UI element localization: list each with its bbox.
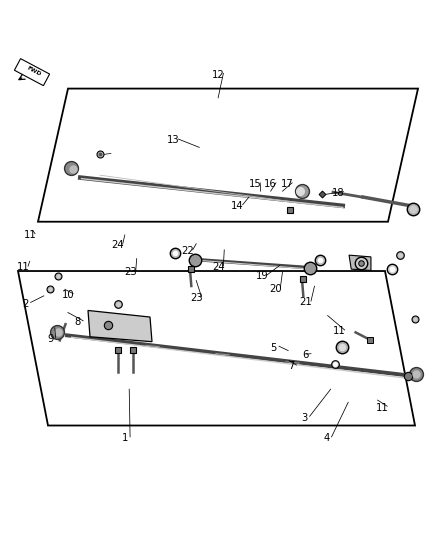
Text: 19: 19: [255, 271, 268, 281]
Text: 20: 20: [269, 284, 281, 294]
Text: 24: 24: [111, 240, 124, 251]
Text: 8: 8: [75, 317, 81, 327]
Text: 9: 9: [47, 334, 53, 344]
Text: 23: 23: [124, 266, 137, 277]
Text: 11: 11: [23, 230, 36, 240]
Text: 3: 3: [301, 413, 307, 423]
Text: 21: 21: [299, 297, 312, 308]
Text: 13: 13: [167, 135, 179, 146]
Text: 11: 11: [333, 326, 346, 336]
Text: 1: 1: [122, 433, 128, 443]
Polygon shape: [349, 255, 371, 270]
Text: 23: 23: [190, 293, 202, 303]
Text: 22: 22: [181, 246, 194, 256]
Text: 17: 17: [280, 179, 293, 189]
Text: 7: 7: [288, 361, 294, 372]
Text: 11: 11: [375, 402, 389, 413]
Text: 12: 12: [212, 70, 225, 79]
Polygon shape: [14, 59, 49, 86]
Text: 5: 5: [271, 343, 277, 352]
Text: 10: 10: [62, 290, 74, 300]
Text: 6: 6: [303, 350, 309, 360]
Text: 4: 4: [323, 433, 329, 443]
Text: 2: 2: [22, 298, 28, 309]
Text: 11: 11: [16, 262, 29, 272]
Text: 18: 18: [332, 188, 344, 198]
Text: 15: 15: [248, 179, 261, 189]
Text: FWD: FWD: [26, 66, 42, 77]
Text: 14: 14: [231, 201, 244, 211]
Polygon shape: [88, 310, 152, 342]
Text: 24: 24: [212, 262, 224, 272]
Text: 16: 16: [264, 179, 277, 189]
